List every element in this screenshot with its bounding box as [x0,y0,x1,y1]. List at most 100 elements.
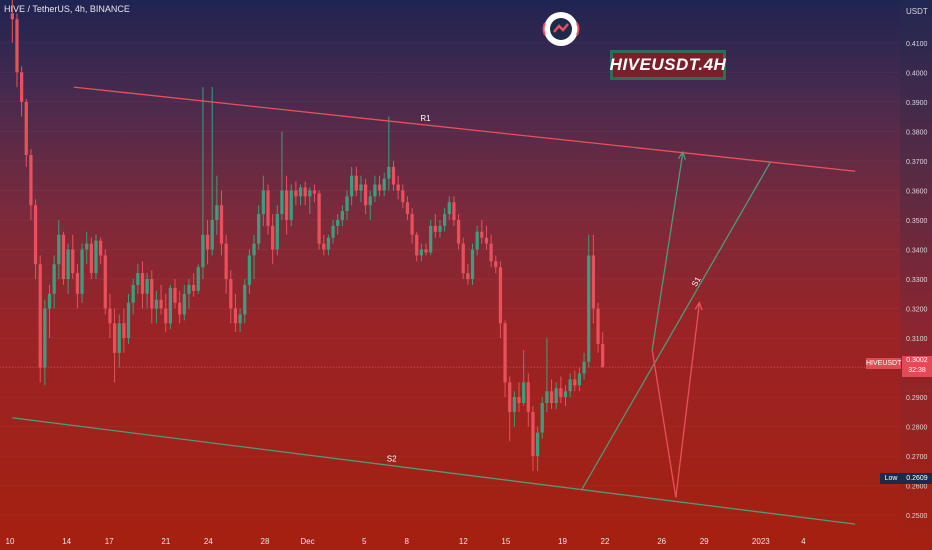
candle-body [233,308,238,324]
candle-body [308,190,312,197]
candle-body [266,190,270,226]
y-tick-label: 0.3600 [906,188,928,195]
chart-area[interactable] [0,0,900,550]
y-tick-label: 0.3500 [906,218,928,225]
y-tick-label: 0.3200 [906,307,928,314]
candle-body [43,308,47,368]
y-tick-label: 0.3700 [906,159,928,166]
trend-line-s2 [12,417,856,525]
candle-body [257,214,261,244]
candle-body [517,397,521,404]
candle-body [145,279,149,294]
candle-body [429,225,433,253]
x-tick-label: 26 [657,537,666,546]
x-tick-label: 8 [404,537,409,546]
candle-body [577,373,582,386]
candle-body [480,231,484,238]
candle-body [243,284,247,315]
x-tick-label: 28 [261,537,270,546]
candle-body [71,249,75,274]
candle-body [591,255,596,309]
candle-body [29,155,33,206]
x-tick-label: 10 [6,537,15,546]
price-axis-labels: 0.4100 0.4000 0.3900 0.3800 0.3700 0.3600 0.35… [906,41,928,520]
x-tick-label: 17 [105,537,114,546]
candle-body [24,101,28,156]
candle-body [215,205,219,220]
candle-body [452,202,456,220]
candle-body [359,184,363,191]
candle-body [573,379,577,386]
candle-body [99,240,103,256]
candle-body [540,403,544,433]
candle-body [80,249,84,294]
symbol-title: HIVE / TetherUS, 4h, BINANCE [4,4,130,14]
candle-body [419,249,424,256]
candle-body [559,388,563,398]
candle-body [340,211,344,220]
candle-body [178,302,182,315]
candle-body [387,166,391,179]
candle-body [317,193,321,244]
candle-body [303,187,307,197]
candle-body [494,261,498,268]
candle-body [563,391,568,398]
candle-body [582,361,586,374]
y-tick-label: 0.2600 [906,484,928,491]
trend-line-label: S1 [690,275,703,288]
candle-body [52,264,56,294]
trend-lines: R1 S2 S1 [0,86,900,525]
candle-body [289,190,293,220]
projection-arrow [651,151,684,350]
current-price-value: 0.3002 [906,357,928,364]
candle-body [284,190,289,220]
candle-body [373,184,377,197]
y-tick-label: 0.3900 [906,100,928,107]
candle-body [191,284,196,291]
x-tick-label: 15 [501,537,510,546]
candle-body [396,184,400,191]
candle-body [122,323,126,339]
x-tick-label: 24 [204,537,213,546]
candle-body [475,231,479,250]
candle-body [531,411,535,457]
x-tick-label: 5 [362,537,367,546]
candle-body [522,382,526,404]
candle-body [117,323,121,353]
candle-body [294,190,298,197]
trend-line-s1 [580,162,771,491]
y-tick-label: 0.2800 [906,425,928,432]
x-tick-label: Dec [300,537,314,546]
candle-body [271,225,275,250]
candle-body [38,264,42,368]
price-axis[interactable] [900,0,932,550]
candle-body [447,202,451,215]
candle-body [549,391,554,404]
x-tick-label: 4 [801,537,806,546]
arrow-head [677,150,686,160]
y-tick-label: 0.3800 [906,129,928,136]
candle-body [545,391,549,404]
arrow-head [694,301,703,311]
candle-body [247,255,252,285]
candle-body [112,323,117,353]
candle-body [19,72,24,102]
candle-body [554,388,558,404]
candle-body [461,243,465,274]
candle-body [57,234,61,265]
candle-body [508,382,512,412]
current-price-tag: 0.3002 32:38 [902,356,932,377]
candle-body [187,284,191,294]
candle-body [354,175,358,191]
current-price-symbol-tag: HIVEUSDT [866,358,902,369]
candle-body [261,190,265,215]
candle-body [229,279,233,309]
candles [10,0,605,471]
projection-arrow [651,302,701,498]
trend-line-r1 [73,86,856,172]
y-tick-label: 0.4100 [906,41,928,48]
candle-body [326,237,331,250]
candle-body [103,255,107,309]
candle-body [377,184,382,191]
